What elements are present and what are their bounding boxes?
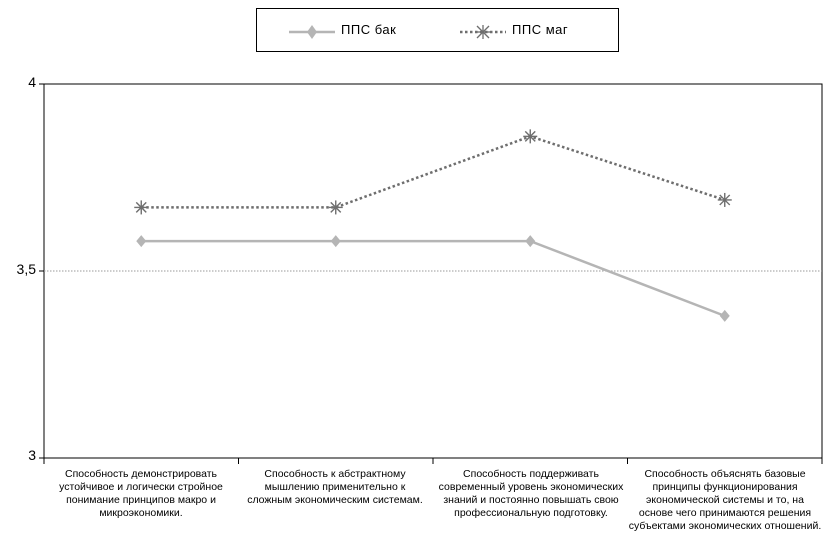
- legend-item-bak: ППС бак: [289, 22, 429, 42]
- x-category-label: Способность объяснять базовые принципы ф…: [628, 468, 822, 532]
- legend-label-mag: ППС маг: [512, 22, 569, 37]
- data-point: [525, 235, 536, 248]
- y-tick-label: 4: [28, 74, 36, 90]
- x-category-label: Способность поддерживать современный уро…: [438, 468, 624, 519]
- y-tick-label: 3: [28, 447, 36, 463]
- data-point: [719, 309, 730, 322]
- legend: ППС бак ППС маг: [256, 8, 619, 52]
- data-point: [717, 192, 732, 207]
- data-point: [330, 235, 341, 248]
- legend-swatch-bak: [289, 25, 335, 39]
- x-category-label: Способность к абстрактному мышлению прим…: [247, 468, 423, 506]
- data-point: [134, 200, 149, 215]
- x-axis-ticks: [43, 458, 823, 464]
- legend-item-mag: ППС маг: [460, 22, 600, 42]
- data-point: [523, 129, 538, 144]
- gridlines: [39, 83, 822, 459]
- y-tick-label: 3,5: [16, 261, 36, 277]
- series-lines: [134, 129, 732, 322]
- series-line: [141, 135, 726, 209]
- legend-swatch-mag: [460, 25, 506, 39]
- series-line: [141, 239, 726, 318]
- legend-label-bak: ППС бак: [341, 22, 397, 37]
- data-point: [136, 235, 147, 248]
- x-category-label: Способность демонстрировать устойчивое и…: [59, 468, 223, 519]
- data-point: [328, 200, 343, 215]
